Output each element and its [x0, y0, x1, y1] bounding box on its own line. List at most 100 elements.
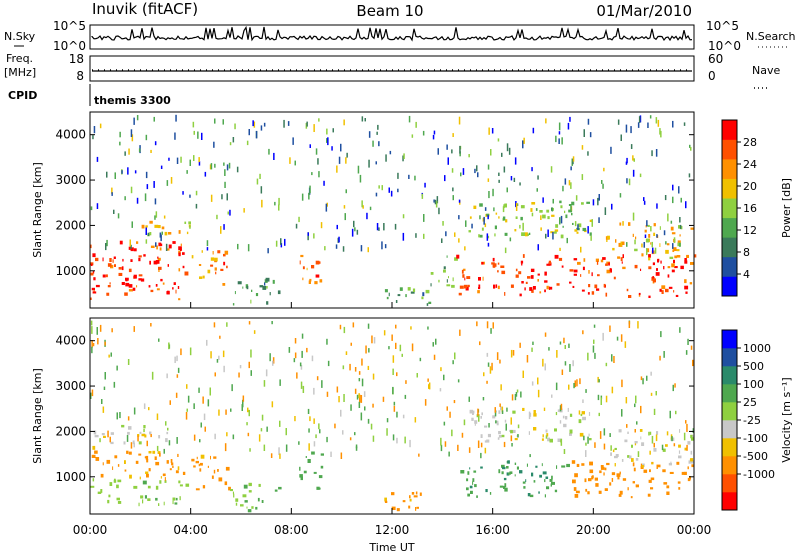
heatmap-cell — [632, 212, 635, 221]
heatmap-cell — [473, 205, 477, 209]
heatmap-cell — [558, 131, 561, 135]
heatmap-cell — [572, 360, 574, 367]
heatmap-cell — [500, 406, 502, 411]
nsearch-tick-bottom: 10^0 — [708, 39, 741, 53]
heatmap-cell — [579, 432, 584, 437]
heatmap-cell — [504, 483, 507, 488]
heatmap-cell — [216, 214, 218, 220]
heatmap-cell — [381, 241, 383, 250]
heatmap-cell — [620, 241, 622, 247]
heatmap-cell — [193, 155, 195, 161]
colorbar-swatch — [722, 256, 737, 277]
heatmap-cell — [214, 118, 216, 124]
heatmap-cell — [199, 468, 202, 472]
heatmap-cell — [600, 465, 604, 468]
heatmap-cell — [443, 421, 446, 426]
heatmap-cell — [466, 276, 471, 279]
heatmap-cell — [384, 289, 388, 293]
heatmap-cell — [689, 282, 693, 285]
heatmap-cell — [386, 296, 389, 300]
heatmap-cell — [624, 341, 627, 348]
heatmap-cell — [195, 203, 198, 209]
heatmap-cell — [544, 289, 546, 293]
heatmap-cell — [556, 283, 560, 286]
heatmap-cell — [542, 214, 546, 219]
heatmap-cell — [465, 286, 469, 291]
colorbar-swatch — [722, 456, 737, 475]
heatmap-cell — [506, 466, 509, 469]
heatmap-cell — [224, 181, 226, 188]
heatmap-cell — [226, 164, 229, 171]
heatmap-cell — [250, 299, 252, 304]
heatmap-cell — [224, 169, 226, 176]
heatmap-cell — [490, 149, 492, 156]
heatmap-cell — [117, 464, 120, 467]
heatmap-cell — [175, 114, 177, 122]
heatmap-cell — [220, 268, 224, 271]
velocity-heatmap-cells — [90, 320, 695, 513]
heatmap-cell — [525, 281, 528, 284]
heatmap-cell — [501, 410, 504, 414]
heatmap-cell — [631, 444, 633, 448]
heatmap-cell — [517, 424, 520, 429]
heatmap-cell — [138, 502, 140, 507]
heatmap-cell — [466, 478, 469, 482]
heatmap-cell — [486, 380, 488, 384]
heatmap-cell — [511, 429, 516, 433]
heatmap-cell — [654, 247, 657, 254]
heatmap-cell — [468, 447, 471, 453]
heatmap-cell — [687, 338, 689, 345]
heatmap-cell — [138, 274, 143, 277]
heatmap-cell — [117, 501, 122, 504]
heatmap-cell — [349, 437, 352, 441]
heatmap-cell — [250, 370, 252, 376]
heatmap-cell — [356, 229, 359, 235]
heatmap-cell — [692, 428, 695, 433]
heatmap-cell — [155, 242, 157, 247]
heatmap-cell — [159, 232, 162, 238]
heatmap-cell — [662, 469, 666, 473]
nsky-trace — [91, 25, 693, 42]
heatmap-cell — [565, 416, 568, 420]
heatmap-cell — [504, 292, 506, 296]
heatmap-cell — [155, 485, 159, 490]
heatmap-cell — [603, 472, 605, 476]
heatmap-cell — [160, 165, 163, 169]
heatmap-cell — [667, 213, 669, 222]
heatmap-cell — [504, 232, 508, 236]
heatmap-cell — [632, 481, 635, 484]
heatmap-cell — [384, 497, 387, 502]
heatmap-cell — [247, 407, 249, 413]
heatmap-cell — [354, 432, 356, 436]
heatmap-cell — [449, 411, 451, 418]
heatmap-cell — [673, 290, 675, 293]
heatmap-cell — [248, 409, 250, 417]
heatmap-cell — [512, 410, 516, 414]
heatmap-cell — [145, 171, 148, 179]
heatmap-cell — [504, 203, 507, 208]
heatmap-cell — [294, 416, 296, 422]
heatmap-cell — [557, 438, 562, 442]
heatmap-cell — [311, 265, 315, 269]
heatmap-cell — [294, 160, 296, 166]
heatmap-cell — [676, 255, 681, 258]
heatmap-cell — [413, 495, 418, 498]
heatmap-cell — [294, 338, 297, 344]
heatmap-cell — [560, 234, 564, 239]
heatmap-cell — [318, 171, 320, 178]
heatmap-cell — [130, 442, 133, 449]
colorbar-swatch — [722, 120, 737, 140]
heatmap-cell — [581, 411, 585, 415]
heatmap-cell — [408, 505, 411, 509]
heatmap-cell — [499, 403, 501, 407]
heatmap-cell — [533, 480, 536, 483]
heatmap-cell — [91, 454, 96, 458]
heatmap-cell — [258, 483, 261, 487]
heatmap-cell — [360, 395, 363, 403]
colorbar-tick-label: -100 — [743, 432, 768, 445]
heatmap-cell — [144, 193, 147, 202]
heatmap-cell — [269, 353, 271, 362]
heatmap-cell — [478, 284, 481, 289]
heatmap-cell — [90, 244, 92, 249]
heatmap-cell — [596, 260, 599, 265]
